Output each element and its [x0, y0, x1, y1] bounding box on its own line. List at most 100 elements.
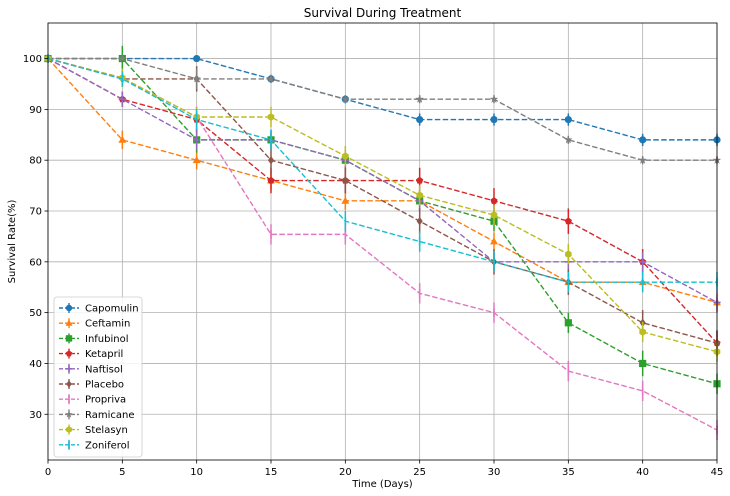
data-point-ketapril	[416, 176, 424, 184]
series-zoniferol	[47, 54, 718, 293]
legend-item-zoniferol: Zoniferol	[59, 439, 130, 451]
data-point-stelasyn	[342, 152, 349, 160]
x-tick-label: 15	[265, 467, 278, 478]
series-line-stelasyn	[47, 57, 718, 353]
series-layer	[43, 45, 722, 441]
legend-marker-stelasyn	[66, 426, 72, 433]
data-point-ceftamin	[192, 156, 201, 164]
y-axis-title: Survival Rate(%)	[7, 200, 18, 284]
data-point-ramicane	[489, 94, 499, 103]
legend-item-ramicane: Ramicane	[59, 409, 135, 421]
legend-label-ketapril: Ketapril	[85, 349, 123, 360]
series-line-zoniferol	[47, 57, 717, 283]
legend-item-propriva: Propriva	[59, 394, 126, 406]
series-line-infubinol	[48, 57, 718, 385]
series-line-placebo	[47, 57, 718, 344]
x-tick-label: 40	[636, 467, 649, 478]
legend-item-naftisol: Naftisol	[59, 363, 123, 375]
data-point-capomulin	[639, 136, 647, 144]
legend-marker-ceftamin	[65, 319, 73, 326]
legend: Capomulin Ceftamin Infubinol Ketapril Naftis…	[53, 296, 143, 458]
data-point-ramicane	[415, 94, 424, 103]
x-axis-ticks: 0 5 10 15 20 25 30 35 40 45	[45, 460, 724, 478]
data-point-capomulin	[564, 115, 572, 124]
data-point-ramicane	[564, 135, 573, 144]
legend-item-placebo: Placebo	[59, 379, 124, 391]
data-point-placebo	[267, 155, 275, 165]
series-ceftamin	[44, 54, 721, 311]
legend-marker-ketapril	[65, 350, 73, 357]
data-point-infubinol	[639, 359, 647, 368]
legend-marker-capomulin	[65, 304, 73, 312]
data-point-ketapril	[267, 176, 275, 184]
y-axis-ticks: 30 40 50 60 70 80 90 100	[23, 54, 48, 421]
legend-marker-naftisol	[65, 365, 73, 372]
data-point-naftisol	[193, 136, 201, 144]
chart-title: Survival During Treatment	[304, 6, 462, 20]
x-tick-label: 45	[711, 467, 724, 478]
data-point-ramicane	[266, 74, 276, 83]
x-tick-label: 35	[562, 467, 575, 478]
x-tick-label: 0	[45, 467, 51, 478]
y-tick-label: 80	[29, 156, 42, 167]
y-tick-label: 60	[29, 257, 42, 268]
y-tick-label: 50	[29, 308, 42, 319]
series-capomulin	[44, 54, 721, 146]
series-infubinol	[44, 45, 721, 394]
legend-marker-ramicane	[65, 410, 73, 418]
data-point-stelasyn	[490, 211, 498, 219]
legend-label-zoniferol: Zoniferol	[85, 440, 130, 451]
legend-label-stelasyn: Stelasyn	[85, 425, 128, 436]
legend-marker-placebo	[66, 380, 72, 388]
legend-label-capomulin: Capomulin	[85, 304, 139, 315]
y-tick-label: 100	[23, 54, 42, 65]
legend-box	[53, 296, 143, 458]
x-tick-label: 25	[413, 467, 426, 478]
data-point-naftisol	[639, 258, 647, 266]
x-tick-label: 5	[119, 467, 125, 478]
legend-label-infubinol: Infubinol	[85, 334, 129, 345]
data-point-capomulin	[193, 54, 201, 63]
data-point-naftisol	[118, 95, 126, 103]
legend-label-placebo: Placebo	[85, 380, 124, 391]
data-point-ramicane	[118, 54, 127, 63]
data-point-infubinol	[564, 319, 572, 327]
series-line-capomulin	[48, 57, 717, 141]
data-point-ramicane	[341, 94, 350, 103]
series-naftisol	[44, 54, 721, 313]
data-point-stelasyn	[639, 328, 646, 336]
data-point-ketapril	[564, 217, 572, 225]
data-point-stelasyn	[565, 250, 572, 258]
series-line-ramicane	[48, 57, 717, 161]
series-line-propriva	[47, 57, 718, 431]
x-tick-label: 20	[339, 467, 352, 478]
data-point-capomulin	[490, 115, 498, 124]
grid	[47, 23, 718, 460]
data-point-stelasyn	[267, 113, 275, 121]
legend-item-capomulin: Capomulin	[59, 303, 139, 315]
x-axis-title: Time (Days)	[351, 479, 413, 490]
data-point-ceftamin	[341, 196, 350, 204]
data-point-placebo	[416, 216, 423, 226]
data-point-ramicane	[192, 74, 201, 83]
data-point-capomulin	[416, 115, 424, 124]
series-stelasyn	[44, 54, 721, 362]
series-propriva	[47, 54, 718, 441]
data-point-ramicane	[638, 155, 647, 164]
y-tick-label: 90	[29, 105, 42, 116]
data-point-ceftamin	[118, 135, 127, 143]
data-point-ceftamin	[490, 237, 498, 245]
series-line-ceftamin	[47, 58, 718, 304]
legend-label-ramicane: Ramicane	[85, 410, 135, 421]
legend-label-naftisol: Naftisol	[85, 364, 123, 375]
legend-item-stelasyn: Stelasyn	[59, 424, 128, 436]
legend-item-ketapril: Ketapril	[59, 348, 123, 360]
series-line-ketapril	[47, 57, 718, 344]
legend-item-infubinol: Infubinol	[59, 333, 129, 345]
legend-marker-infubinol	[65, 335, 73, 342]
y-tick-label: 40	[29, 359, 42, 370]
plot-area-frame	[47, 22, 718, 461]
series-line-naftisol	[47, 57, 718, 304]
x-tick-label: 10	[190, 467, 203, 478]
